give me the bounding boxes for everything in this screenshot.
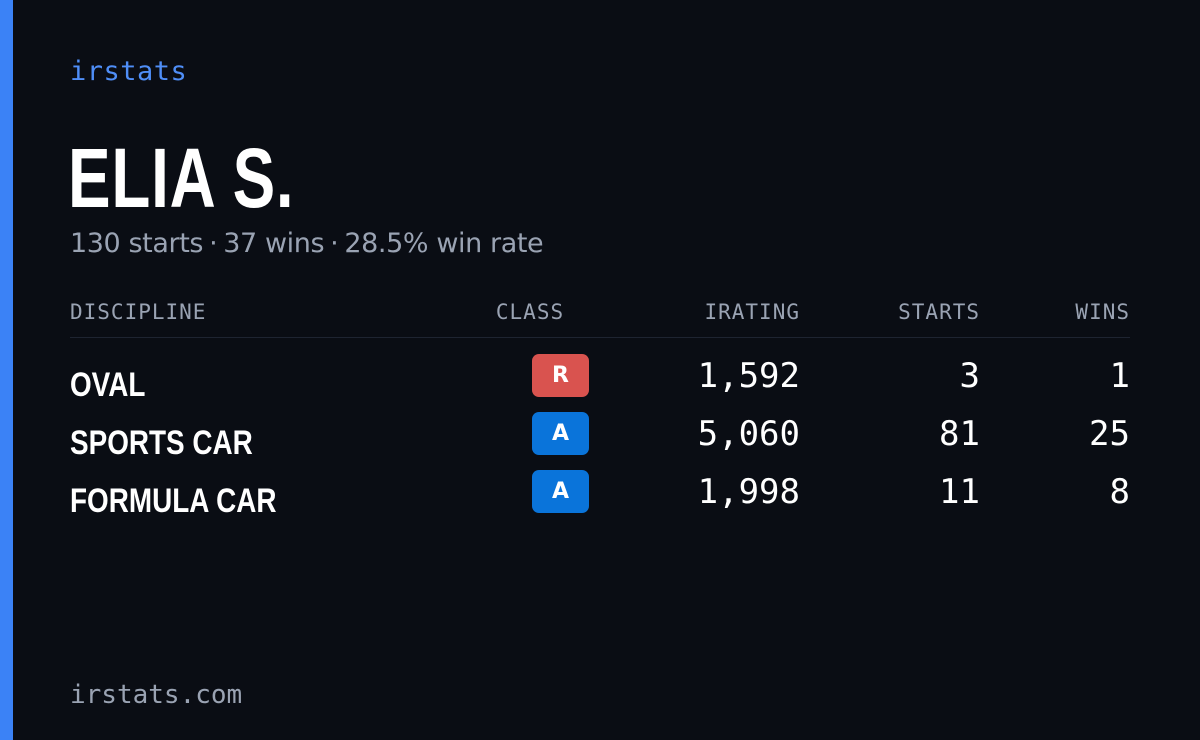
separator: · [209,228,218,259]
header-class: CLASS [495,300,565,324]
irating-value: 1,998 [697,472,800,512]
irating-value: 5,060 [697,414,800,454]
discipline-label: SPORTS CAR [70,424,253,462]
wins-value: 1 [1109,356,1130,396]
class-badge: R [532,354,589,397]
wins-summary: 37 wins [223,228,325,259]
starts-summary: 130 starts [70,228,204,259]
class-badge: A [532,412,589,455]
accent-bar [0,0,13,740]
separator: · [330,228,339,259]
starts-value: 11 [939,472,980,512]
starts-value: 81 [939,414,980,454]
wins-value: 25 [1089,414,1130,454]
discipline-label: FORMULA CAR [70,482,277,520]
footer-url[interactable]: irstats.com [70,680,243,710]
wins-value: 8 [1109,472,1130,512]
table-header: DISCIPLINE CLASS IRATING STARTS WINS [70,300,1130,338]
table-row: FORMULA CAR A 1,998 11 8 [70,466,1130,524]
table-row: SPORTS CAR A 5,060 81 25 [70,408,1130,466]
header-wins: WINS [1075,300,1130,324]
driver-summary: 130 starts · 37 wins · 28.5% win rate [70,228,544,259]
starts-value: 3 [959,356,980,396]
irating-value: 1,592 [697,356,800,396]
brand-logo: irstats [70,56,188,87]
table-row: OVAL R 1,592 3 1 [70,350,1130,408]
discipline-label: OVAL [70,366,146,404]
header-irating: IRATING [704,300,800,324]
header-starts: STARTS [898,300,980,324]
header-discipline: DISCIPLINE [70,300,207,324]
win-rate-summary: 28.5% win rate [344,228,544,259]
driver-name: ELIA S. [68,131,295,225]
class-badge: A [532,470,589,513]
